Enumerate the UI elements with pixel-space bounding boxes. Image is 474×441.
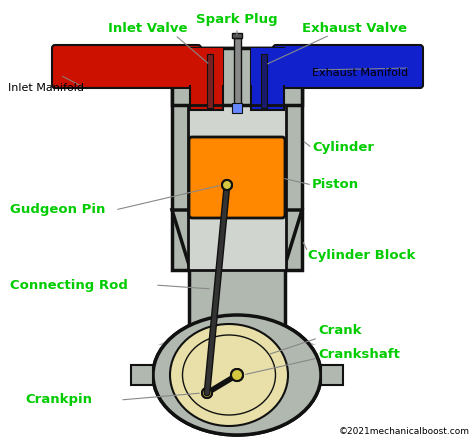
Circle shape — [202, 388, 212, 398]
Bar — [190, 48, 223, 110]
Text: Inlet Manifold: Inlet Manifold — [8, 83, 84, 93]
Text: Spark Plug: Spark Plug — [196, 14, 278, 26]
Polygon shape — [158, 330, 316, 345]
Bar — [188, 105, 286, 270]
FancyBboxPatch shape — [273, 45, 423, 88]
Text: Cylinder: Cylinder — [312, 142, 374, 154]
Bar — [172, 48, 302, 270]
Bar — [189, 265, 285, 330]
Text: Gudgeon Pin: Gudgeon Pin — [10, 203, 105, 217]
Bar — [232, 103, 242, 113]
Bar — [251, 48, 420, 85]
FancyBboxPatch shape — [189, 137, 285, 218]
Ellipse shape — [153, 315, 321, 435]
Bar — [261, 54, 267, 108]
Bar — [131, 365, 153, 385]
Circle shape — [231, 369, 243, 381]
Text: Cylinder Block: Cylinder Block — [308, 248, 415, 262]
Bar — [55, 48, 223, 85]
Text: Crank: Crank — [318, 324, 362, 336]
Text: Crankpin: Crankpin — [25, 393, 92, 407]
Ellipse shape — [170, 324, 288, 426]
Bar — [207, 54, 213, 108]
Circle shape — [231, 369, 243, 381]
Bar — [188, 105, 286, 270]
Bar — [232, 33, 242, 38]
Circle shape — [222, 180, 232, 190]
Text: Crankshaft: Crankshaft — [318, 348, 400, 362]
Circle shape — [222, 180, 232, 190]
Text: Exhaust Valve: Exhaust Valve — [302, 22, 408, 34]
Bar — [172, 48, 302, 105]
Bar — [188, 105, 286, 270]
Bar — [251, 48, 284, 110]
Text: Inlet Valve: Inlet Valve — [108, 22, 188, 34]
Text: Piston: Piston — [312, 179, 359, 191]
Text: Exhaust Manifold: Exhaust Manifold — [312, 68, 408, 78]
FancyBboxPatch shape — [52, 45, 201, 88]
Circle shape — [202, 388, 212, 398]
Ellipse shape — [153, 315, 321, 435]
Text: ©2021mechanicalboost.com: ©2021mechanicalboost.com — [339, 427, 470, 436]
Bar — [234, 38, 241, 108]
Bar — [321, 365, 343, 385]
Polygon shape — [172, 210, 302, 265]
Text: Connecting Rod: Connecting Rod — [10, 279, 128, 292]
